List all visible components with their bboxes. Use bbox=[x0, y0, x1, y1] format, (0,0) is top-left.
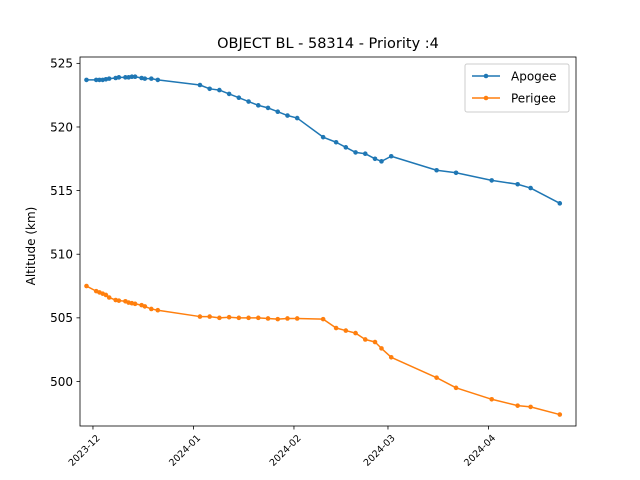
apogee-point bbox=[285, 113, 290, 118]
perigee-point bbox=[434, 375, 439, 380]
perigee-point bbox=[557, 412, 563, 417]
perigee-point bbox=[197, 314, 203, 319]
perigee-point bbox=[142, 304, 148, 309]
apogee-point bbox=[226, 91, 232, 97]
apogee-point bbox=[93, 77, 99, 83]
perigee-point bbox=[103, 292, 109, 298]
apogee-point bbox=[362, 151, 368, 156]
apogee-point bbox=[197, 82, 203, 88]
y-axis-label: Altitude (km) bbox=[24, 207, 38, 286]
apogee-point bbox=[333, 139, 339, 145]
perigee-point bbox=[294, 316, 300, 321]
perigee-point bbox=[255, 315, 261, 321]
apogee-point bbox=[97, 77, 102, 83]
apogee-point bbox=[453, 170, 459, 176]
perigee-point bbox=[372, 339, 378, 345]
series-layer bbox=[84, 74, 563, 417]
apogee-point bbox=[116, 75, 122, 80]
apogee-point bbox=[236, 95, 242, 101]
perigee-point bbox=[207, 314, 212, 319]
perigee-point bbox=[149, 306, 154, 312]
apogee-point bbox=[528, 185, 533, 191]
perigee-point bbox=[353, 330, 358, 336]
apogee-point bbox=[149, 76, 154, 81]
apogee-point bbox=[388, 153, 394, 159]
perigee-point bbox=[285, 316, 290, 321]
perigee-point bbox=[236, 315, 242, 321]
y-tick-label: 525 bbox=[50, 57, 73, 71]
perigee-point bbox=[333, 325, 339, 331]
y-tick-label: 510 bbox=[50, 248, 73, 262]
apogee-point bbox=[320, 134, 326, 140]
perigee-point bbox=[246, 315, 251, 321]
perigee-point bbox=[132, 301, 138, 307]
apogee-point bbox=[515, 181, 520, 187]
plot-frame bbox=[79, 56, 577, 427]
perigee-point bbox=[265, 316, 271, 321]
y-tick-label: 505 bbox=[50, 311, 73, 325]
apogee-point bbox=[557, 201, 563, 206]
legend-apogee-marker bbox=[483, 73, 489, 79]
perigee-point bbox=[217, 315, 222, 321]
apogee-point bbox=[294, 115, 300, 121]
legend: Apogee Perigee bbox=[464, 63, 570, 113]
perigee-point bbox=[226, 314, 232, 320]
perigee-point bbox=[116, 298, 122, 303]
perigee-point bbox=[528, 404, 533, 410]
perigee-point bbox=[489, 396, 495, 402]
perigee-point bbox=[275, 316, 281, 322]
perigee-point bbox=[379, 346, 384, 351]
apogee-point bbox=[343, 145, 349, 150]
perigee-point bbox=[388, 354, 394, 360]
perigee-point bbox=[320, 316, 326, 322]
y-tick-label: 515 bbox=[50, 184, 73, 198]
perigee-point bbox=[155, 307, 161, 313]
apogee-point bbox=[379, 159, 384, 164]
perigee-point bbox=[343, 328, 349, 333]
apogee-point bbox=[275, 109, 281, 115]
apogee-point bbox=[217, 87, 222, 93]
legend-perigee-label: Perigee bbox=[511, 92, 556, 106]
apogee-point bbox=[207, 86, 212, 92]
apogee-point bbox=[255, 103, 261, 108]
apogee-point bbox=[142, 76, 148, 81]
chart-title: OBJECT BL - 58314 - Priority :4 bbox=[217, 36, 439, 52]
apogee-point bbox=[353, 150, 358, 155]
apogee-point bbox=[123, 75, 128, 80]
apogee-point bbox=[155, 77, 161, 83]
apogee-point bbox=[106, 76, 112, 81]
apogee-point bbox=[434, 167, 439, 173]
apogee-point bbox=[489, 178, 495, 183]
apogee-point bbox=[246, 99, 251, 104]
y-tick-label: 500 bbox=[50, 375, 73, 389]
perigee-point bbox=[515, 403, 520, 408]
perigee-point bbox=[106, 295, 112, 300]
apogee-point bbox=[129, 74, 135, 80]
apogee-point bbox=[372, 156, 378, 162]
y-tick-label: 520 bbox=[50, 120, 73, 134]
apogee-point bbox=[132, 74, 138, 80]
legend-perigee-marker bbox=[483, 95, 489, 101]
apogee-point bbox=[265, 105, 271, 111]
perigee-point bbox=[453, 385, 459, 391]
perigee-point bbox=[362, 337, 368, 342]
perigee-point bbox=[84, 283, 89, 289]
apogee-point bbox=[84, 77, 89, 83]
legend-apogee-label: Apogee bbox=[511, 70, 557, 84]
